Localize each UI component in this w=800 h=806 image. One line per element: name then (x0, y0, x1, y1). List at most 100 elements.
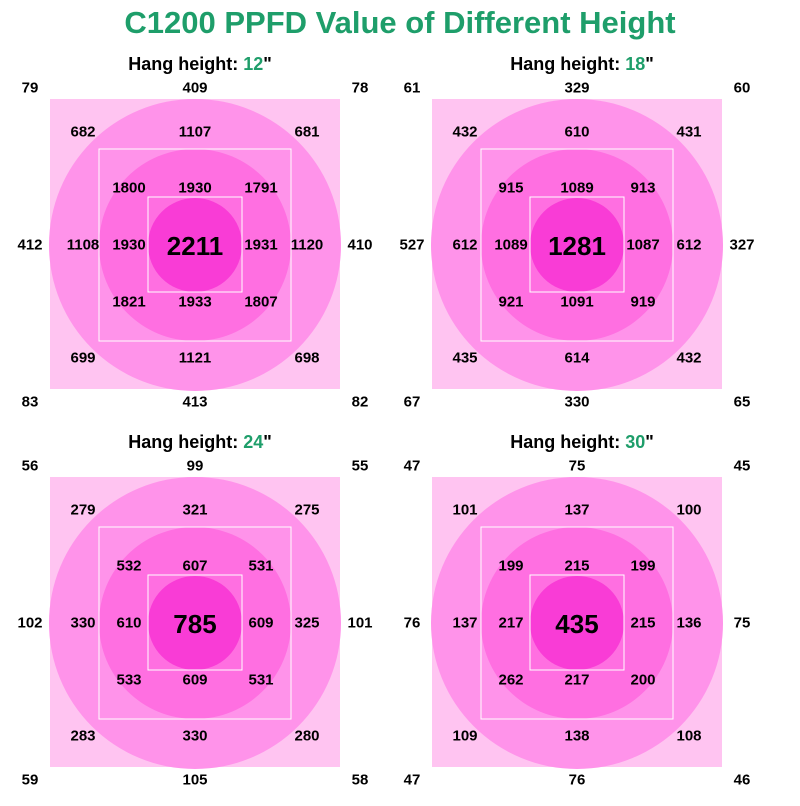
ppfd-value-inner-ring-bottom-left: 533 (116, 672, 141, 689)
ppfd-value-middle-ring-bottom-left: 283 (70, 728, 95, 745)
ppfd-value-outer-ring-bottom-left: 83 (22, 394, 39, 411)
ppfd-value-center: 2211 (167, 231, 223, 261)
ppfd-value-inner-ring-bottom-left: 921 (498, 294, 523, 311)
ppfd-value-outer-ring-bottom-right: 65 (734, 394, 751, 411)
inner-grid-square (529, 196, 625, 293)
ppfd-value-inner-ring-right: 1087 (626, 237, 659, 254)
ppfd-value-inner-ring-bottom-right: 919 (630, 294, 655, 311)
ppfd-map: 1800 1930 1791 1930 1931 1821 1933 1807 682 1107 6… (17, 80, 372, 411)
ppfd-value-middle-ring-top: 137 (564, 502, 589, 519)
chart-title: C1200 PPFD Value of Different Height (124, 5, 676, 40)
ppfd-value-middle-ring-top-left: 682 (70, 124, 95, 141)
ppfd-value-middle-ring-right: 1120 (291, 237, 324, 254)
hang-height-title: Hang height: 24" (0, 432, 400, 453)
ppfd-value-outer-ring-left: 527 (399, 237, 424, 254)
middle-grid-square (480, 526, 674, 720)
hang-height-value: 24 (243, 432, 264, 452)
ppfd-value-middle-ring-bottom: 614 (564, 350, 590, 367)
ppfd-value-center: 1281 (548, 231, 606, 261)
ppfd-map: 532 607 531 610 609 533 609 531 279 321 275 330 325 2… (17, 458, 372, 789)
hang-height-value: 30 (625, 432, 646, 452)
ppfd-value-middle-ring-left: 137 (452, 615, 477, 632)
ppfd-panel-18in: Hang height: 18" 915 1089 913 1089 1087 921 10… (382, 48, 782, 428)
ppfd-value-outer-ring-bottom: 330 (564, 394, 589, 411)
ppfd-value-outer-ring-right: 75 (734, 615, 751, 632)
ppfd-value-outer-ring-bottom-right: 82 (352, 394, 369, 411)
ppfd-value-inner-ring-top: 1089 (560, 180, 593, 197)
ppfd-value-middle-ring-bottom: 330 (182, 728, 207, 745)
ppfd-value-inner-ring-top-right: 199 (630, 558, 655, 575)
ppfd-value-middle-ring-bottom-right: 108 (676, 728, 701, 745)
ppfd-value-outer-ring-top-left: 56 (22, 458, 39, 475)
ppfd-value-outer-ring-top-right: 55 (352, 458, 369, 475)
ppfd-value-inner-ring-left: 1930 (112, 237, 145, 254)
ppfd-value-inner-ring-bottom-left: 262 (498, 672, 523, 689)
ppfd-value-outer-ring-bottom-left: 59 (22, 772, 39, 789)
ppfd-panel-30in: Hang height: 30" 199 215 199 217 215 262 217 20… (382, 426, 782, 806)
ppfd-value-middle-ring-bottom: 138 (564, 728, 589, 745)
hang-height-label: Hang height: (128, 54, 244, 74)
ppfd-value-outer-ring-left: 102 (17, 615, 42, 632)
ppfd-value-outer-ring-bottom: 76 (569, 772, 586, 789)
ppfd-value-inner-ring-top: 607 (182, 558, 207, 575)
ppfd-value-outer-ring-bottom-left: 67 (404, 394, 421, 411)
hang-height-label: Hang height: (128, 432, 244, 452)
ppfd-value-inner-ring-top-left: 199 (498, 558, 523, 575)
ppfd-value-outer-ring-top-left: 47 (404, 458, 421, 475)
ppfd-value-outer-ring-top-left: 79 (22, 80, 39, 97)
ppfd-value-middle-ring-bottom-left: 699 (70, 350, 95, 367)
ppfd-panel-12in: Hang height: 12" 1800 1930 1791 1930 1931 182… (0, 48, 400, 428)
center-zone (148, 198, 242, 292)
inner-grid-square (147, 574, 243, 671)
ppfd-value-outer-ring-top-right: 78 (352, 80, 369, 97)
ppfd-value-inner-ring-left: 217 (498, 615, 523, 632)
ppfd-value-middle-ring-left: 1108 (67, 237, 100, 254)
ppfd-value-inner-ring-left: 610 (116, 615, 141, 632)
ppfd-value-middle-ring-top: 610 (564, 124, 589, 141)
ppfd-value-middle-ring-left: 612 (452, 237, 477, 254)
hang-height-title: Hang height: 12" (0, 54, 400, 75)
ppfd-value-middle-ring-top: 321 (182, 502, 207, 519)
hang-height-value: 12 (243, 54, 264, 74)
hang-height-title: Hang height: 30" (382, 432, 782, 453)
ppfd-value-center: 785 (173, 609, 216, 639)
ppfd-value-outer-ring-right: 327 (729, 237, 754, 254)
ppfd-value-outer-ring-top: 75 (569, 458, 586, 475)
ppfd-value-outer-ring-top-left: 61 (404, 80, 421, 97)
ppfd-value-middle-ring-top-right: 100 (676, 502, 701, 519)
ppfd-value-middle-ring-top: 1107 (179, 124, 212, 141)
ppfd-value-outer-ring-bottom-right: 46 (734, 772, 751, 789)
ppfd-value-outer-ring-top: 409 (182, 80, 207, 97)
ppfd-value-middle-ring-top-left: 279 (70, 502, 95, 519)
hang-height-label: Hang height: (510, 54, 626, 74)
ppfd-panel-24in: Hang height: 24" 532 607 531 610 609 533 609 53… (0, 426, 400, 806)
middle-grid-square (98, 148, 292, 342)
hang-height-label: Hang height: (510, 432, 626, 452)
ppfd-value-middle-ring-top-left: 432 (452, 124, 477, 141)
center-zone (530, 198, 624, 292)
ppfd-value-inner-ring-bottom-right: 200 (630, 672, 655, 689)
center-zone (148, 576, 242, 670)
ppfd-value-middle-ring-top-left: 101 (452, 502, 477, 519)
ppfd-map: 915 1089 913 1089 1087 921 1091 919 432 610 431 612… (399, 80, 754, 411)
hang-height-unit: " (645, 432, 654, 452)
center-zone (530, 576, 624, 670)
ppfd-value-middle-ring-bottom-right: 698 (294, 350, 319, 367)
hang-height-title: Hang height: 18" (382, 54, 782, 75)
ppfd-value-outer-ring-left: 412 (17, 237, 42, 254)
inner-grid-square (529, 574, 625, 671)
ppfd-value-inner-ring-bottom: 217 (564, 672, 589, 689)
ppfd-value-middle-ring-top-right: 681 (294, 124, 319, 141)
ppfd-value-outer-ring-bottom-right: 58 (352, 772, 369, 789)
ppfd-value-outer-ring-top-right: 60 (734, 80, 751, 97)
ppfd-value-inner-ring-right: 609 (248, 615, 273, 632)
ppfd-value-middle-ring-top-right: 431 (676, 124, 701, 141)
ppfd-value-inner-ring-top-left: 915 (498, 180, 523, 197)
hang-height-value: 18 (625, 54, 646, 74)
ppfd-value-outer-ring-top: 329 (564, 80, 589, 97)
ppfd-value-inner-ring-bottom-right: 1807 (244, 294, 277, 311)
ppfd-value-inner-ring-top-right: 913 (630, 180, 655, 197)
ppfd-value-inner-ring-top-left: 532 (116, 558, 141, 575)
ppfd-value-inner-ring-bottom: 1091 (560, 294, 593, 311)
ppfd-map: 199 215 199 217 215 262 217 200 101 137 100 137 136 1… (404, 458, 751, 789)
